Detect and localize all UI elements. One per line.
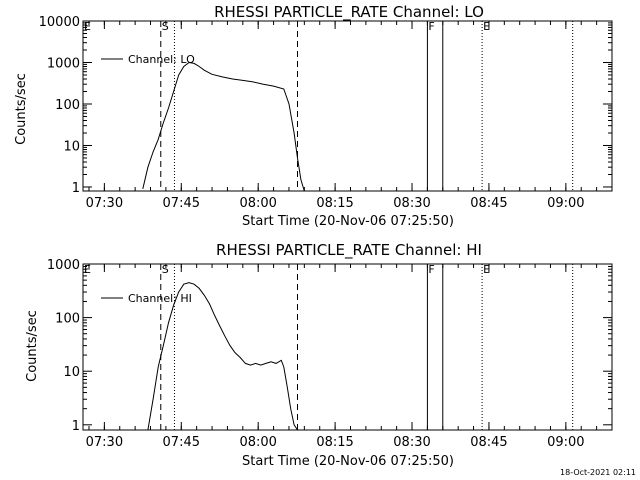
x-tick-label: 07:30 <box>86 196 123 211</box>
x-tick-label: 09:00 <box>547 435 584 450</box>
timestamp: 18-Oct-2021 02:11 <box>560 468 636 477</box>
y-tick-label: 10000 <box>39 15 80 30</box>
chart-title: RHESSI PARTICLE_RATE Channel: LO <box>214 3 484 22</box>
y-axis-label: Counts/sec <box>14 73 29 145</box>
chart-panel-hi: RHESSI PARTICLE_RATE Channel: HI Start T… <box>25 241 613 469</box>
x-tick-label: 08:15 <box>316 196 353 211</box>
x-tick-label: 08:00 <box>239 196 276 211</box>
event-marker-label: E <box>84 20 91 33</box>
x-tick-label: 08:30 <box>393 435 430 450</box>
y-tick-label: 1000 <box>47 258 80 273</box>
event-marker-label: E <box>483 263 490 276</box>
chart-panel-lo: RHESSI PARTICLE_RATE Channel: LO Start T… <box>14 3 613 229</box>
chart-title: RHESSI PARTICLE_RATE Channel: HI <box>216 241 482 260</box>
y-tick-label: 10 <box>63 365 80 380</box>
x-tick-label: 08:45 <box>470 435 507 450</box>
y-tick-label: 100 <box>55 98 80 113</box>
y-tick-label: 100 <box>55 312 80 327</box>
event-marker-label: F <box>428 20 434 33</box>
x-tick-label: 08:30 <box>393 196 430 211</box>
y-axis-label: Counts/sec <box>25 310 40 382</box>
plot-frame <box>82 20 613 192</box>
x-tick-label: 07:45 <box>163 435 200 450</box>
plot-frame <box>82 263 613 431</box>
event-marker-label: E <box>483 20 490 33</box>
legend-label: Channel: HI <box>128 292 192 305</box>
y-tick-label: 1 <box>72 419 80 434</box>
x-tick-label: 09:00 <box>547 196 584 211</box>
x-tick-label: 07:45 <box>163 196 200 211</box>
event-marker-label: F <box>428 263 434 276</box>
series-line <box>147 282 298 431</box>
y-tick-label: 1 <box>72 181 80 196</box>
event-marker-label: E <box>84 263 91 276</box>
event-marker-label: S <box>162 263 169 276</box>
x-tick-label: 07:30 <box>86 435 123 450</box>
x-tick-label: 08:45 <box>470 196 507 211</box>
x-tick-label: 08:00 <box>239 435 276 450</box>
event-marker-label: S <box>162 20 169 33</box>
legend-label: Channel: LO <box>128 53 195 66</box>
y-tick-label: 1000 <box>47 56 80 71</box>
y-tick-label: 10 <box>63 139 80 154</box>
x-tick-label: 08:15 <box>316 435 353 450</box>
x-axis-label: Start Time (20-Nov-06 07:25:50) <box>242 454 454 469</box>
x-axis-label: Start Time (20-Nov-06 07:25:50) <box>242 214 454 229</box>
series-line <box>142 61 305 192</box>
